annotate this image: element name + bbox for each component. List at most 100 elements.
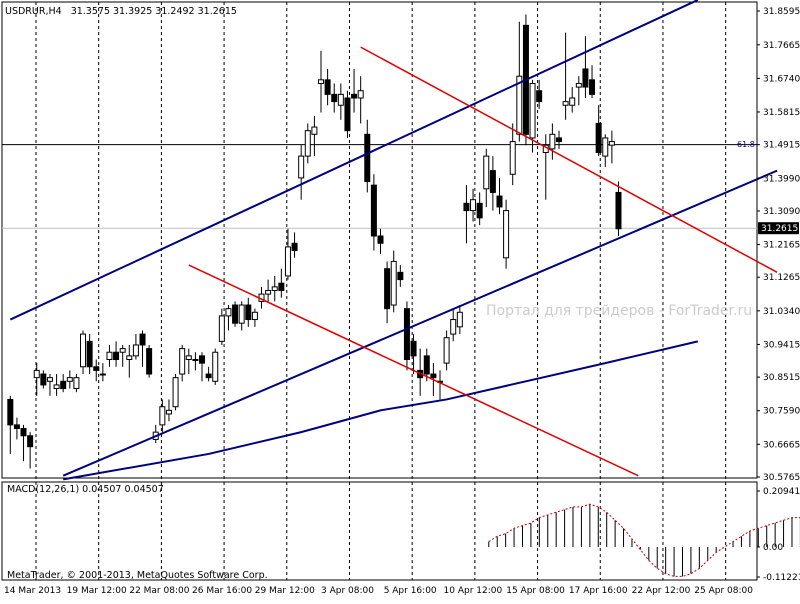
bear-candle[interactable] xyxy=(7,398,14,426)
bear-candle[interactable] xyxy=(27,435,34,448)
bull-candle[interactable] xyxy=(132,344,139,357)
bull-candle[interactable] xyxy=(225,308,232,317)
bull-candle[interactable] xyxy=(46,377,53,382)
trend-line-red[interactable] xyxy=(360,46,778,273)
bull-candle[interactable] xyxy=(529,82,536,139)
bull-candle[interactable] xyxy=(53,384,60,390)
bear-candle[interactable] xyxy=(536,90,543,103)
bull-candle[interactable] xyxy=(218,315,225,342)
bear-candle[interactable] xyxy=(344,97,351,132)
bear-candle[interactable] xyxy=(146,348,153,375)
bull-candle[interactable] xyxy=(106,351,113,361)
bull-candle[interactable] xyxy=(284,246,291,277)
bear-candle[interactable] xyxy=(351,93,358,99)
trend-line-red[interactable] xyxy=(188,264,639,477)
bull-candle[interactable] xyxy=(443,337,450,364)
bull-candle[interactable] xyxy=(271,286,278,291)
channel-line[interactable] xyxy=(62,169,778,477)
bull-candle[interactable] xyxy=(265,289,272,295)
bear-candle[interactable] xyxy=(93,366,100,371)
bull-candle[interactable] xyxy=(311,126,318,135)
bull-candle[interactable] xyxy=(185,355,192,361)
symbol-header: USDRUR,H4 31.3575 31.3925 31.2492 31.261… xyxy=(5,6,237,17)
bull-candle[interactable] xyxy=(304,130,311,157)
bull-candle[interactable] xyxy=(179,348,186,375)
bear-candle[interactable] xyxy=(364,133,371,183)
bear-candle[interactable] xyxy=(199,355,206,364)
bear-candle[interactable] xyxy=(615,191,622,230)
bear-candle[interactable] xyxy=(13,424,20,430)
channel-line[interactable] xyxy=(9,0,699,321)
bull-candle[interactable] xyxy=(159,406,166,426)
bull-candle[interactable] xyxy=(337,93,344,106)
y-tick-label: 31.6740 xyxy=(763,74,800,84)
bear-candle[interactable] xyxy=(113,351,120,361)
bull-candle[interactable] xyxy=(318,79,325,84)
bear-candle[interactable] xyxy=(589,79,596,95)
bull-candle[interactable] xyxy=(66,377,73,382)
bear-candle[interactable] xyxy=(463,202,470,212)
bear-candle[interactable] xyxy=(403,308,410,361)
bear-candle[interactable] xyxy=(40,373,47,386)
bull-candle[interactable] xyxy=(456,311,463,328)
bear-candle[interactable] xyxy=(397,271,404,281)
bull-candle[interactable] xyxy=(516,75,523,135)
bull-candle[interactable] xyxy=(99,373,106,376)
bull-candle[interactable] xyxy=(390,260,397,306)
watermark-text: Портал для трейдеров - ForTrader.ru xyxy=(486,303,752,319)
bull-candle[interactable] xyxy=(238,304,245,324)
bear-candle[interactable] xyxy=(496,195,503,208)
bear-candle[interactable] xyxy=(86,340,93,368)
bear-candle[interactable] xyxy=(232,304,239,324)
bear-candle[interactable] xyxy=(245,304,252,321)
bear-candle[interactable] xyxy=(582,68,589,88)
bull-candle[interactable] xyxy=(608,141,615,146)
macd-plot[interactable] xyxy=(488,503,800,577)
bull-candle[interactable] xyxy=(357,90,364,99)
bull-candle[interactable] xyxy=(165,409,172,415)
bull-candle[interactable] xyxy=(251,311,258,321)
bull-candle[interactable] xyxy=(549,133,556,150)
bull-candle[interactable] xyxy=(503,210,510,259)
bull-candle[interactable] xyxy=(192,359,199,362)
bear-candle[interactable] xyxy=(370,184,377,237)
bear-candle[interactable] xyxy=(139,333,146,346)
bear-candle[interactable] xyxy=(60,380,67,390)
bear-candle[interactable] xyxy=(410,340,417,357)
bear-candle[interactable] xyxy=(555,137,562,143)
bear-candle[interactable] xyxy=(377,235,384,244)
bull-candle[interactable] xyxy=(575,82,582,88)
bear-candle[interactable] xyxy=(384,268,391,310)
bull-candle[interactable] xyxy=(119,348,126,353)
bear-candle[interactable] xyxy=(489,170,496,193)
bull-candle[interactable] xyxy=(33,369,40,379)
x-tick-label: 25 Apr 08:00 xyxy=(694,586,753,596)
bull-candle[interactable] xyxy=(212,351,219,382)
bear-candle[interactable] xyxy=(205,373,212,379)
bear-candle[interactable] xyxy=(595,122,602,153)
bull-candle[interactable] xyxy=(483,155,490,190)
bull-candle[interactable] xyxy=(298,155,305,179)
bull-candle[interactable] xyxy=(470,199,477,212)
bear-candle[interactable] xyxy=(331,93,338,103)
bull-candle[interactable] xyxy=(172,377,179,408)
bear-candle[interactable] xyxy=(430,373,437,379)
bull-candle[interactable] xyxy=(80,333,87,368)
bull-candle[interactable] xyxy=(450,319,457,335)
bull-candle[interactable] xyxy=(73,377,80,390)
bull-candle[interactable] xyxy=(562,101,569,106)
bull-candle[interactable] xyxy=(602,137,609,157)
bull-candle[interactable] xyxy=(569,97,576,106)
macd-label: MACD(12,26,1) 0.04507 0.04507 xyxy=(7,484,164,495)
bear-candle[interactable] xyxy=(476,202,483,219)
bull-candle[interactable] xyxy=(126,355,133,361)
bear-candle[interactable] xyxy=(423,355,430,375)
bear-candle[interactable] xyxy=(278,282,285,291)
bull-candle[interactable] xyxy=(509,141,516,175)
bear-candle[interactable] xyxy=(20,428,27,437)
bear-candle[interactable] xyxy=(291,242,298,252)
price-plot[interactable]: 31.2615 xyxy=(2,0,799,481)
bear-candle[interactable] xyxy=(324,79,331,95)
